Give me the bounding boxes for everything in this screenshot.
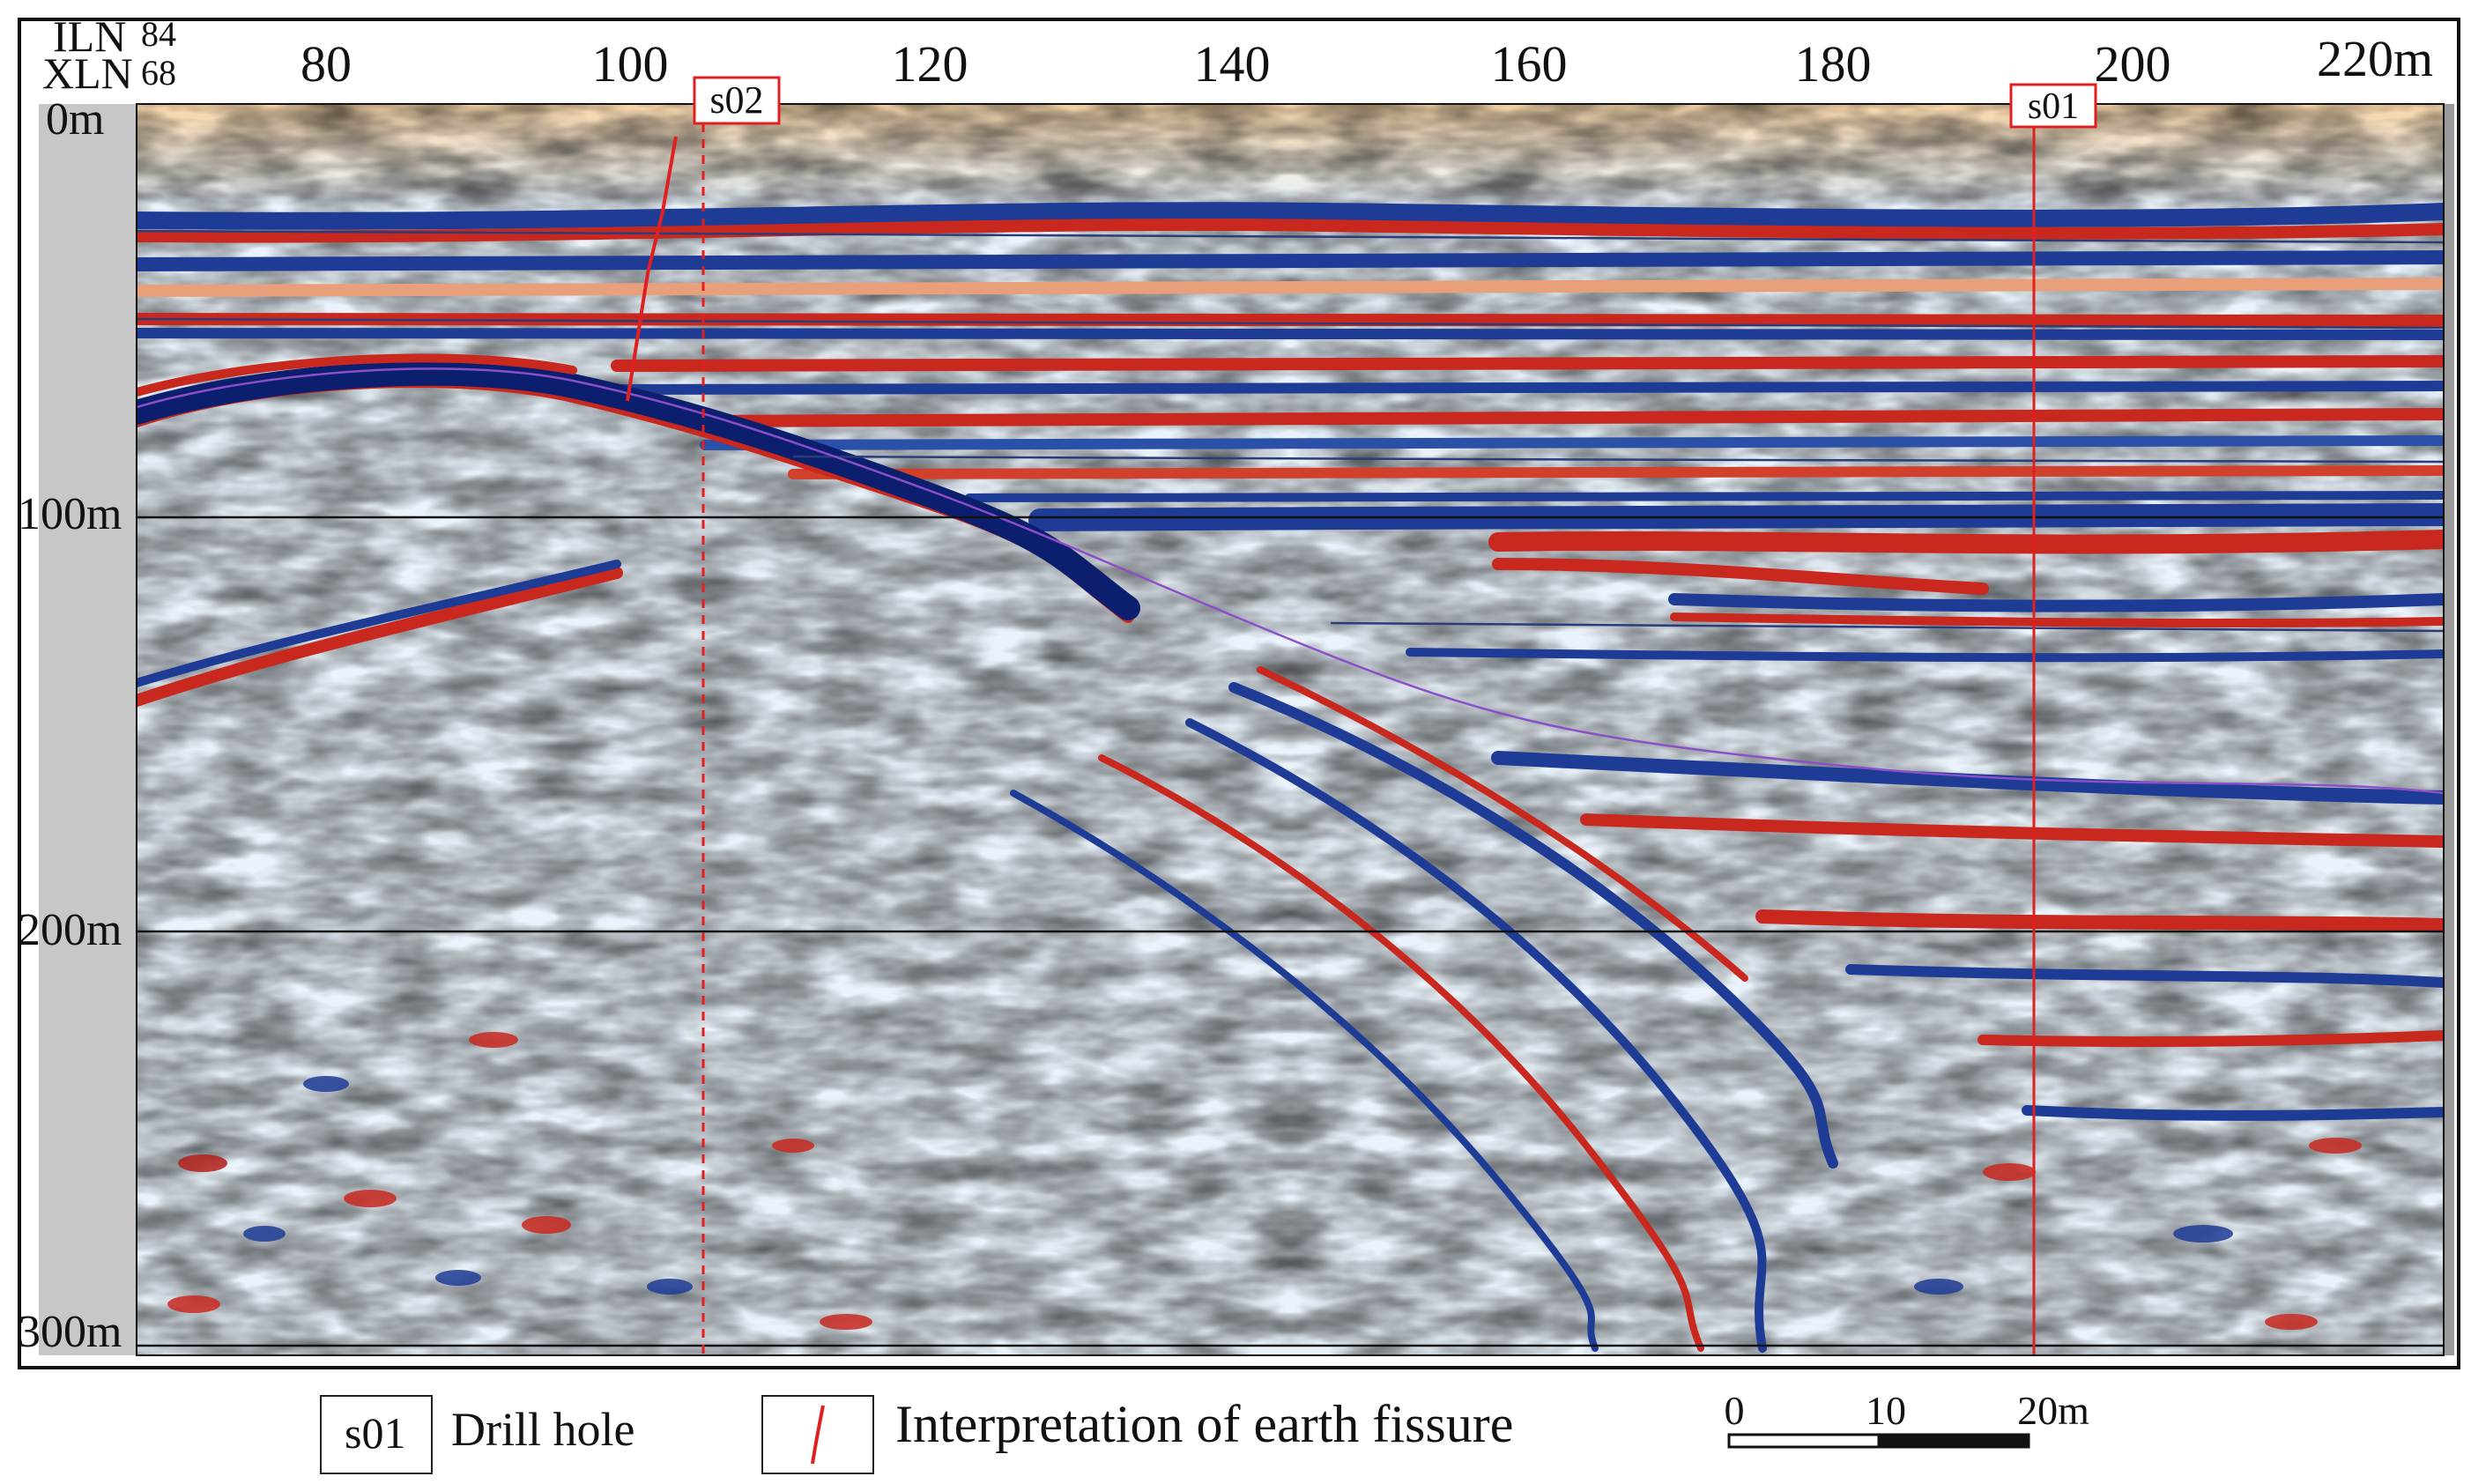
y-tick-100: 100m — [18, 489, 122, 539]
plot-border — [136, 103, 2445, 1356]
xln-label: XLN — [42, 48, 133, 98]
right-strip — [2444, 104, 2454, 1355]
y-tick-200: 200m — [18, 905, 122, 955]
x-tick-140: 140 — [1194, 35, 1271, 93]
x-tick-80: 80 — [301, 35, 352, 93]
legend-drill-hole-label: Drill hole — [451, 1403, 635, 1456]
legend-fissure-label: Interpretation of earth fissure — [895, 1395, 1514, 1453]
iln-label: ILN — [53, 11, 126, 61]
scale-tick-10: 10 — [1866, 1388, 1906, 1433]
x-tick-220: 220m — [2317, 30, 2433, 87]
fissure-symbol-icon — [811, 1405, 825, 1465]
legend-drill-hole-box: s01 — [320, 1395, 433, 1474]
x-tick-180: 180 — [1795, 35, 1872, 93]
xln-value: 68 — [141, 53, 176, 93]
drill-hole-s02-marker: s02 — [693, 76, 781, 125]
drill-hole-s01-label: s01 — [2028, 86, 2079, 127]
drill-hole-s01-marker: s01 — [2009, 83, 2097, 129]
scale-bar: 0 10 20m — [1725, 1388, 2089, 1449]
legend-drill-hole-code: s01 — [345, 1408, 406, 1458]
y-tick-300: 300m — [18, 1307, 122, 1357]
drill-hole-s02-label: s02 — [709, 78, 763, 122]
x-tick-200: 200 — [2095, 35, 2171, 93]
iln-value: 84 — [141, 14, 176, 54]
scale-tick-0: 0 — [1725, 1388, 1745, 1433]
legend-fissure-box — [761, 1395, 874, 1474]
x-tick-labels: 80 100 120 140 160 180 200 220m — [301, 30, 2433, 93]
x-tick-160: 160 — [1491, 35, 1568, 93]
depth-strip — [39, 104, 137, 1355]
x-tick-120: 120 — [892, 35, 968, 93]
x-tick-100: 100 — [592, 35, 669, 93]
y-tick-0: 0m — [46, 94, 104, 145]
earth-fissure-line — [626, 136, 678, 402]
seismic-image — [137, 104, 2444, 1355]
scale-tick-20: 20m — [2017, 1388, 2089, 1433]
y-tick-labels: 0m 100m 200m 300m — [18, 94, 122, 1357]
